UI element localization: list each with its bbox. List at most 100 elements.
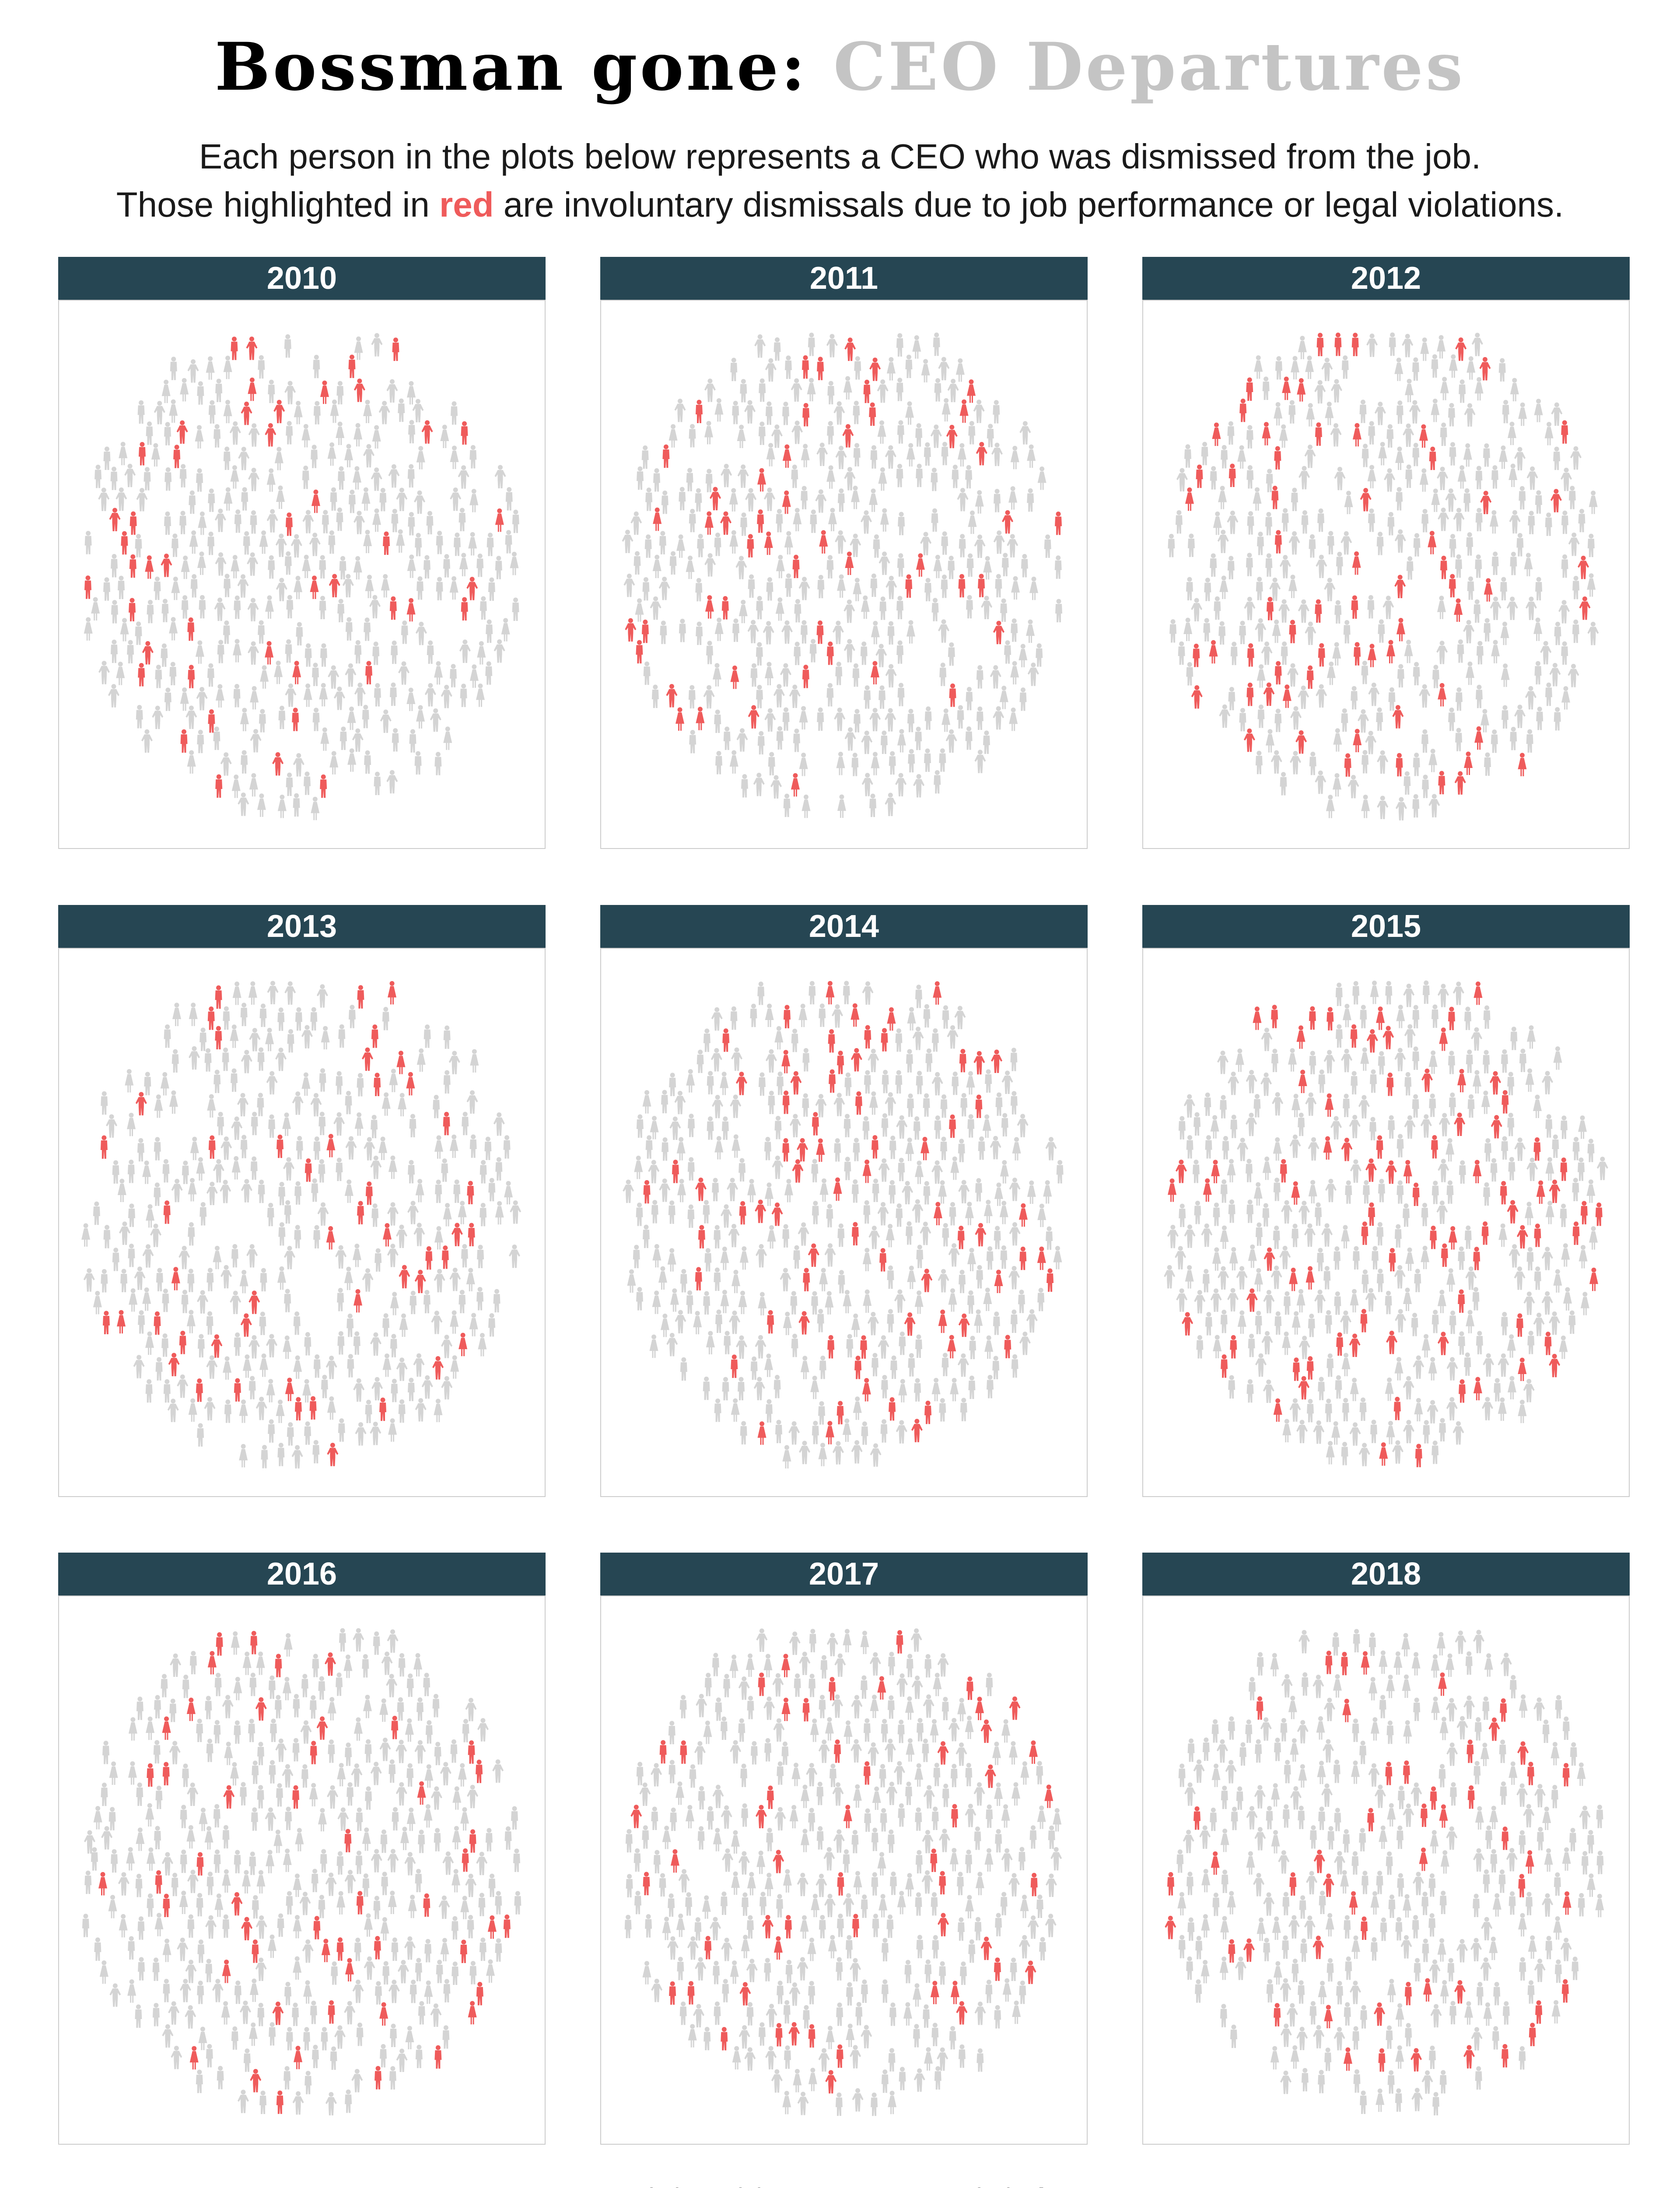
ceo-icon-other [1044,534,1051,558]
ceo-icon-other [1202,1269,1210,1293]
ceo-icon-other [738,1158,746,1182]
ceo-icon-other [339,556,346,580]
ceo-icon-other [476,1851,488,1876]
ceo-icon-involuntary [828,1029,835,1053]
ceo-icon-other [357,1073,364,1097]
ceo-icon-other [443,1070,451,1094]
ceo-icon-other [1394,1048,1406,1071]
ceo-icon-involuntary [1271,1005,1278,1028]
ceo-icon-other [776,554,785,579]
ceo-icon-other [1021,554,1028,578]
ceo-icon-involuntary [1019,1246,1027,1270]
ceo-icon-other [910,1628,922,1652]
ceo-icon-involuntary [1438,1672,1447,1696]
ceo-icon-other [1246,1851,1255,1875]
ceo-icon-other [242,1652,252,1675]
ceo-icon-other [1489,510,1498,534]
ceo-icon-other [257,2002,265,2027]
ceo-icon-other [1341,1441,1348,1466]
ceo-icon-other [91,597,100,621]
ceo-icon-other [799,706,808,729]
ceo-icon-other [740,1764,748,1787]
ceo-icon-other [268,379,275,403]
ceo-icon-other [1195,1979,1202,2003]
ceo-icon-other [1561,641,1568,665]
ceo-icon-other [326,1355,337,1379]
ceo-icon-other [872,1786,881,1810]
ceo-icon-involuntary [1266,596,1274,621]
ceo-icon-other [424,1024,431,1048]
ceo-icon-other [316,984,328,1008]
ceo-icon-other [850,1739,862,1763]
ceo-icon-other [162,1939,172,1962]
ceo-icon-other [1314,380,1326,404]
ceo-icon-other [364,1137,375,1161]
ceo-icon-involuntary [782,1090,790,1114]
ceo-icon-other [336,1672,343,1696]
ceo-icon-involuntary [957,1226,965,1249]
ceo-icon-other [287,1422,294,1446]
ceo-icon-other [1471,2027,1483,2051]
ceo-icon-other [1256,664,1266,688]
ceo-icon-other [985,1069,992,1093]
ceo-icon-other [436,1960,443,1983]
ceo-icon-other [710,1048,722,1072]
ceo-icon-other [423,1290,430,1314]
ceo-icon-other [504,1181,513,1205]
ceo-icon-other [793,728,800,752]
ceo-icon-other [1352,1718,1359,1742]
ceo-icon-other [1221,1785,1228,1809]
ceo-icon-other [1256,577,1263,600]
pictogram-svg [1164,980,1608,1467]
ceo-icon-other [667,1248,676,1272]
ceo-icon-other [1333,1246,1340,1270]
ceo-icon-other [214,1849,221,1873]
ceo-icon-involuntary [1484,578,1493,602]
ceo-icon-other [991,442,1003,466]
ceo-icon-other [142,1287,151,1311]
caption-separator: | [1005,2183,1012,2188]
ceo-icon-other [182,1674,189,1698]
ceo-icon-other [1010,1091,1018,1115]
ceo-icon-other [730,358,738,381]
ceo-icon-other [861,1979,868,2003]
ceo-icon-other [387,1244,399,1267]
ceo-icon-involuntary [1030,1872,1038,1897]
ceo-icon-other [396,1782,407,1806]
ceo-icon-involuntary [389,596,397,620]
ceo-icon-other [1291,487,1298,511]
ceo-icon-other [339,1628,346,1652]
ceo-icon-other [1431,1654,1440,1678]
ceo-icon-other [880,730,888,754]
ceo-icon-involuntary [1367,644,1376,667]
ceo-icon-other [440,1938,449,1962]
ceo-icon-other [816,1873,827,1897]
ceo-icon-other [872,1914,879,1937]
ceo-icon-involuntary [84,575,91,599]
ceo-icon-other [1428,749,1438,772]
ceo-icon-other [1001,1070,1013,1094]
ceo-icon-other [754,334,766,358]
ceo-icon-other [1395,2088,1402,2112]
ceo-icon-other [196,1157,205,1181]
ceo-icon-other [1481,1397,1493,1420]
ceo-icon-involuntary [1419,424,1428,448]
ceo-icon-other [934,770,941,794]
ceo-icon-other [776,726,784,750]
ceo-icon-other [842,1418,851,1442]
ceo-icon-other [993,706,1004,730]
ceo-icon-other [119,1914,128,1938]
ceo-icon-involuntary [292,708,299,731]
ceo-icon-other [283,1157,294,1181]
ceo-icon-other [284,1246,295,1269]
ceo-icon-other [301,1072,311,1096]
ceo-icon-other [1379,1650,1388,1674]
ceo-icon-other [994,489,1001,512]
ceo-icon-other [423,1673,430,1697]
ceo-icon-other [624,1914,632,1939]
ceo-icon-other [185,1960,197,1983]
ceo-icon-other [1403,1720,1412,1744]
ceo-icon-other [213,1245,222,1269]
ceo-icon-other [1020,1894,1029,1918]
ceo-icon-other [1492,2026,1499,2050]
